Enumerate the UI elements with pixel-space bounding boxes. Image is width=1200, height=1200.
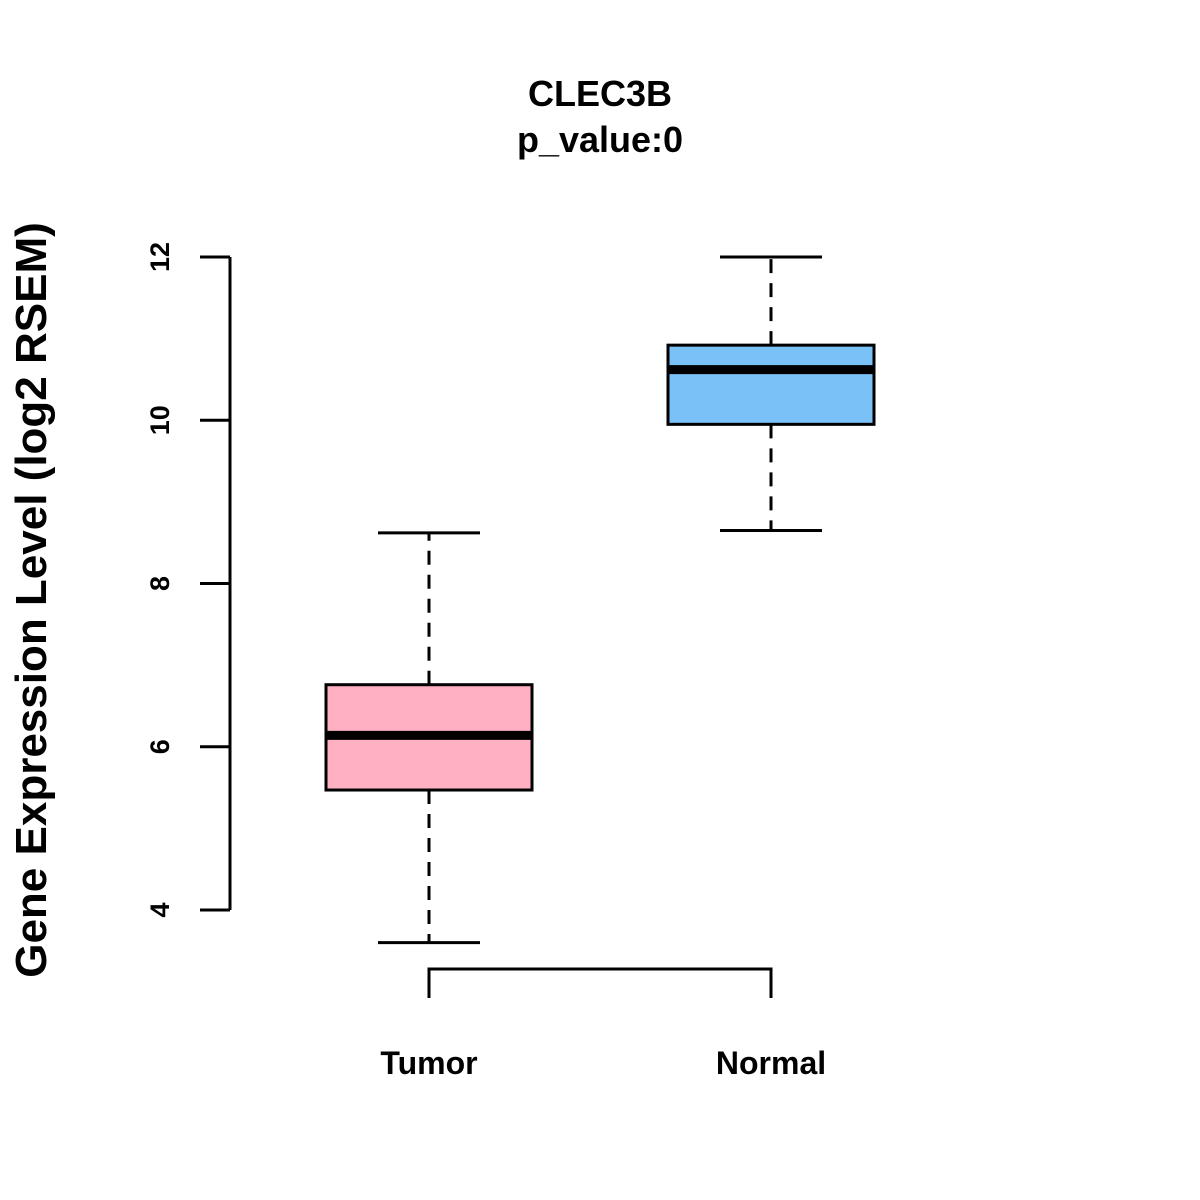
bracket-line (427, 967, 773, 998)
box-tumor (324, 531, 534, 945)
y-tick-label: 4 (145, 902, 175, 917)
iqr-box (666, 343, 876, 426)
boxes (324, 255, 876, 945)
y-tick-label: 12 (145, 242, 175, 272)
category-label-normal: Normal (716, 1045, 826, 1081)
chart-subtitle: p_value:0 (517, 119, 683, 160)
y-tick-label: 6 (145, 739, 175, 754)
box-normal (666, 255, 876, 532)
category-label-tumor: Tumor (380, 1045, 477, 1081)
y-axis: 4 6 8 10 12 (145, 242, 232, 918)
category-labels: Tumor Normal (380, 1045, 826, 1081)
y-tick-label: 8 (145, 576, 175, 591)
comparison-bracket (427, 967, 773, 998)
y-axis-label: Gene Expression Level (log2 RSEM) (7, 222, 56, 978)
chart-title: CLEC3B (528, 73, 672, 114)
y-tick-label: 10 (145, 405, 175, 435)
